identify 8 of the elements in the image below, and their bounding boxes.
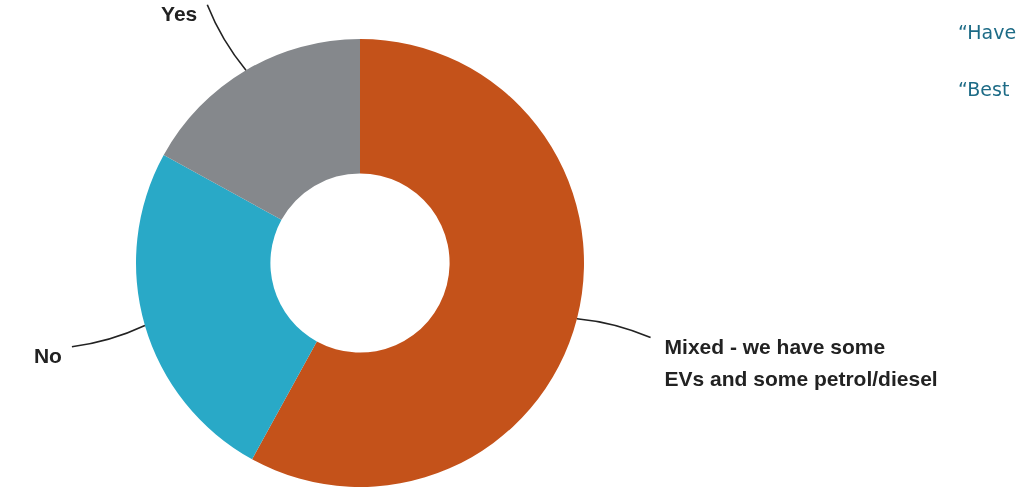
slice-label: Mixed - we have some EVs and some petrol/diesel: [664, 334, 938, 390]
donut-slice: [252, 39, 584, 487]
text: “Best: [958, 78, 1010, 100]
donut-slice: [136, 155, 317, 460]
donut-slice: [163, 39, 360, 220]
slice-label: Yes: [161, 1, 198, 25]
slice-label: No: [33, 343, 62, 367]
text: “Have: [958, 21, 1017, 43]
